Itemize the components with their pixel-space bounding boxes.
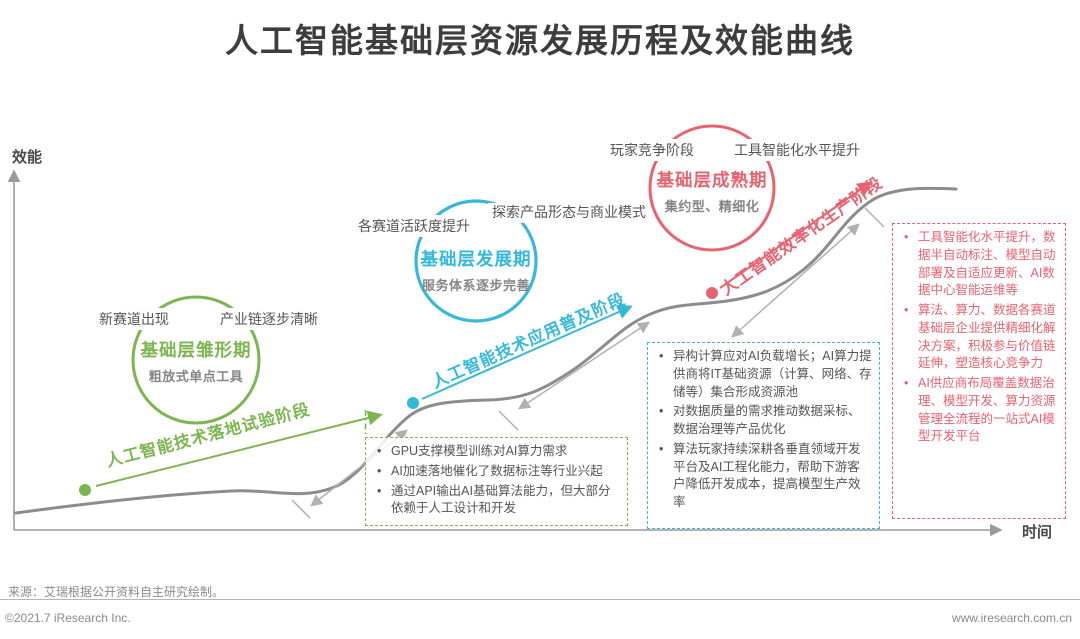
source-note: 来源：艾瑞根据公开资料自主研究绘制。 [8,585,225,599]
x-axis-label: 时间 [1022,524,1053,541]
range-tick-2 [498,410,519,431]
stage3-signal-right: 工具智能化水平提升 [731,139,863,161]
stage3-badge-title: 基础层成熟期 [656,170,768,190]
range-tick-3 [864,207,885,228]
footer-divider [0,599,1080,600]
website-url: www.iresearch.com.cn [951,611,1072,625]
stage2-phase-arrow [421,304,633,400]
bullet-item: 对数据质量的需求推动数据采标、数据治理等产品优化 [652,403,872,439]
bullet-item: 异构计算应对AI负载增长；AI算力提供商将IT基础资源（计算、网络、存储等）集合… [652,348,872,401]
bullet-item: GPU支撑模型训练对AI算力需求 [370,443,620,461]
range-arrow-3 [731,223,860,338]
stage3-badge-subtitle: 集约型、精细化 [664,199,760,214]
y-axis-label: 效能 [12,149,43,166]
stage1-start-dot [79,484,91,496]
page-title: 人工智能基础层资源发展历程及效能曲线 [225,22,855,59]
stage3-ring [648,124,776,252]
stage1-signal-right: 产业链逐步清晰 [217,308,321,330]
stage2-ring [414,199,538,323]
stage1-ring [131,295,261,425]
bullet-item: 算法、算力、数据各赛道基础层企业提供精细化解决方案，积极参与价值链延伸，塑造核心… [897,302,1058,373]
stage2-notes-box: 异构计算应对AI负载增长；AI算力提供商将IT基础资源（计算、网络、存储等）集合… [647,342,880,529]
bullet-item: AI加速落地催化了数据标注等行业兴起 [370,463,620,481]
bullet-item: AI供应商布局覆盖数据治理、模型开发、算力资源管理全流程的一站式AI模型开发平台 [897,375,1058,446]
stage2-badge: 基础层发展期 服务体系逐步完善 [401,246,551,294]
stage3-signal-left: 玩家竞争阶段 [607,139,697,161]
stage3-notes-box: 工具智能化水平提升，数据半自动标注、模型自动部署及自适应更新、AI数据中心智能运… [892,223,1066,519]
range-tick-1 [291,499,311,519]
stage3-badge: 基础层成熟期 集约型、精细化 [637,167,787,215]
stage1-badge-title: 基础层雏形期 [140,340,252,360]
stage2-notes-list: 异构计算应对AI负载增长；AI算力提供商将IT基础资源（计算、网络、存储等）集合… [652,348,872,512]
bullet-item: 算法玩家持续深耕各垂直领域开发平台及AI工程化能力，帮助下游客户降低开发成本，提… [652,441,872,512]
stage3-notes-list: 工具智能化水平提升，数据半自动标注、模型自动部署及自适应更新、AI数据中心智能运… [897,229,1058,446]
stage1-notes-list: GPU支撑模型训练对AI算力需求 AI加速落地催化了数据标注等行业兴起 通过AP… [370,443,620,518]
bullet-item: 通过API输出AI基础算法能力，但大部分依赖于人工设计和开发 [370,483,620,519]
stage1-signal-left: 新赛道出现 [96,308,172,330]
stage1-phase-arrow [95,410,383,487]
range-arrow-2 [518,321,650,410]
stage2-signal-right: 探索产品形态与商业模式 [488,203,650,223]
stage3-start-dot [706,287,718,299]
bullet-item: 工具智能化水平提升，数据半自动标注、模型自动部署及自适应更新、AI数据中心智能运… [897,229,1058,300]
stage2-start-dot [407,397,419,409]
stage2-badge-subtitle: 服务体系逐步完善 [421,278,530,293]
copyright-text: ©2021.7 iResearch Inc. [5,611,131,625]
stage3-phase-arrow [719,181,873,289]
stage1-badge: 基础层雏形期 粗放式单点工具 [121,337,271,385]
stage2-signal-left: 各赛道活跃度提升 [355,215,473,237]
stage1-badge-subtitle: 粗放式单点工具 [148,369,244,384]
stage2-badge-title: 基础层发展期 [420,249,532,269]
stage1-notes-box: GPU支撑模型训练对AI算力需求 AI加速落地催化了数据标注等行业兴起 通过AP… [365,437,628,526]
